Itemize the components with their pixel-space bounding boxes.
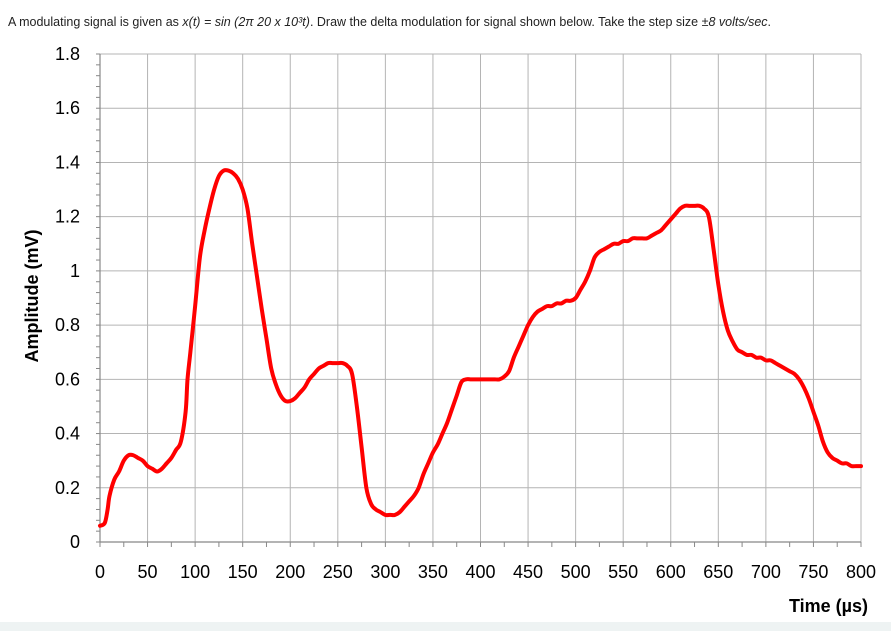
y-tick-label: 0.6 — [55, 369, 80, 389]
x-axis-label: Time (µs) — [789, 596, 868, 616]
x-tick-label: 100 — [180, 562, 210, 582]
x-tick-label: 350 — [418, 562, 448, 582]
x-tick-label: 0 — [95, 562, 105, 582]
y-tick-label: 1.4 — [55, 152, 80, 172]
x-tick-labels: 0 50 100 150 200 250 300 350 400 450 500 550 600 650 7… — [95, 562, 876, 582]
y-tick-labels: 0 0.2 0.4 0.6 0.8 1 1.2 1.4 1.6 1.8 — [55, 44, 80, 552]
chart-svg: 0 50 100 150 200 250 300 350 400 450 500 550 600 650 7… — [22, 44, 876, 616]
x-tick-label: 750 — [798, 562, 828, 582]
question-part1: A modulating signal is given as — [8, 15, 183, 29]
question-step-size: ±8 volts/sec — [701, 15, 768, 29]
x-tick-label: 500 — [561, 562, 591, 582]
y-tick-label: 1.8 — [55, 44, 80, 64]
chart-figure: 0 50 100 150 200 250 300 350 400 450 500 550 600 650 7… — [0, 44, 891, 622]
question-part3: . — [767, 15, 772, 29]
chart-minor-ticks — [96, 53, 862, 547]
chart-axes — [99, 54, 861, 543]
x-tick-label: 550 — [608, 562, 638, 582]
y-tick-label: 1.2 — [55, 207, 80, 227]
question-formula: x(t) = sin (2π 20 x 10³t) — [182, 15, 310, 29]
y-tick-label: 0.2 — [55, 478, 80, 498]
x-tick-label: 700 — [751, 562, 781, 582]
x-tick-label: 650 — [703, 562, 733, 582]
y-axis-label: Amplitude (mV) — [22, 229, 42, 362]
x-tick-label: 200 — [275, 562, 305, 582]
chart-grid — [100, 53, 862, 542]
x-tick-label: 300 — [370, 562, 400, 582]
x-tick-label: 450 — [513, 562, 543, 582]
question-text: A modulating signal is given as x(t) = s… — [0, 0, 891, 44]
y-tick-label: 0.4 — [55, 424, 80, 444]
y-tick-label: 0 — [70, 532, 80, 552]
y-tick-label: 0.8 — [55, 315, 80, 335]
x-tick-label: 150 — [228, 562, 258, 582]
y-tick-label: 1.6 — [55, 98, 80, 118]
question-part2: . Draw the delta modulation for signal s… — [309, 15, 702, 29]
chart-series — [98, 168, 863, 528]
x-tick-label: 800 — [846, 562, 876, 582]
x-tick-label: 250 — [323, 562, 353, 582]
y-tick-label: 1 — [70, 261, 80, 281]
x-tick-label: 50 — [138, 562, 158, 582]
x-tick-label: 600 — [656, 562, 686, 582]
x-tick-label: 400 — [465, 562, 495, 582]
series-line-0 — [98, 168, 863, 528]
